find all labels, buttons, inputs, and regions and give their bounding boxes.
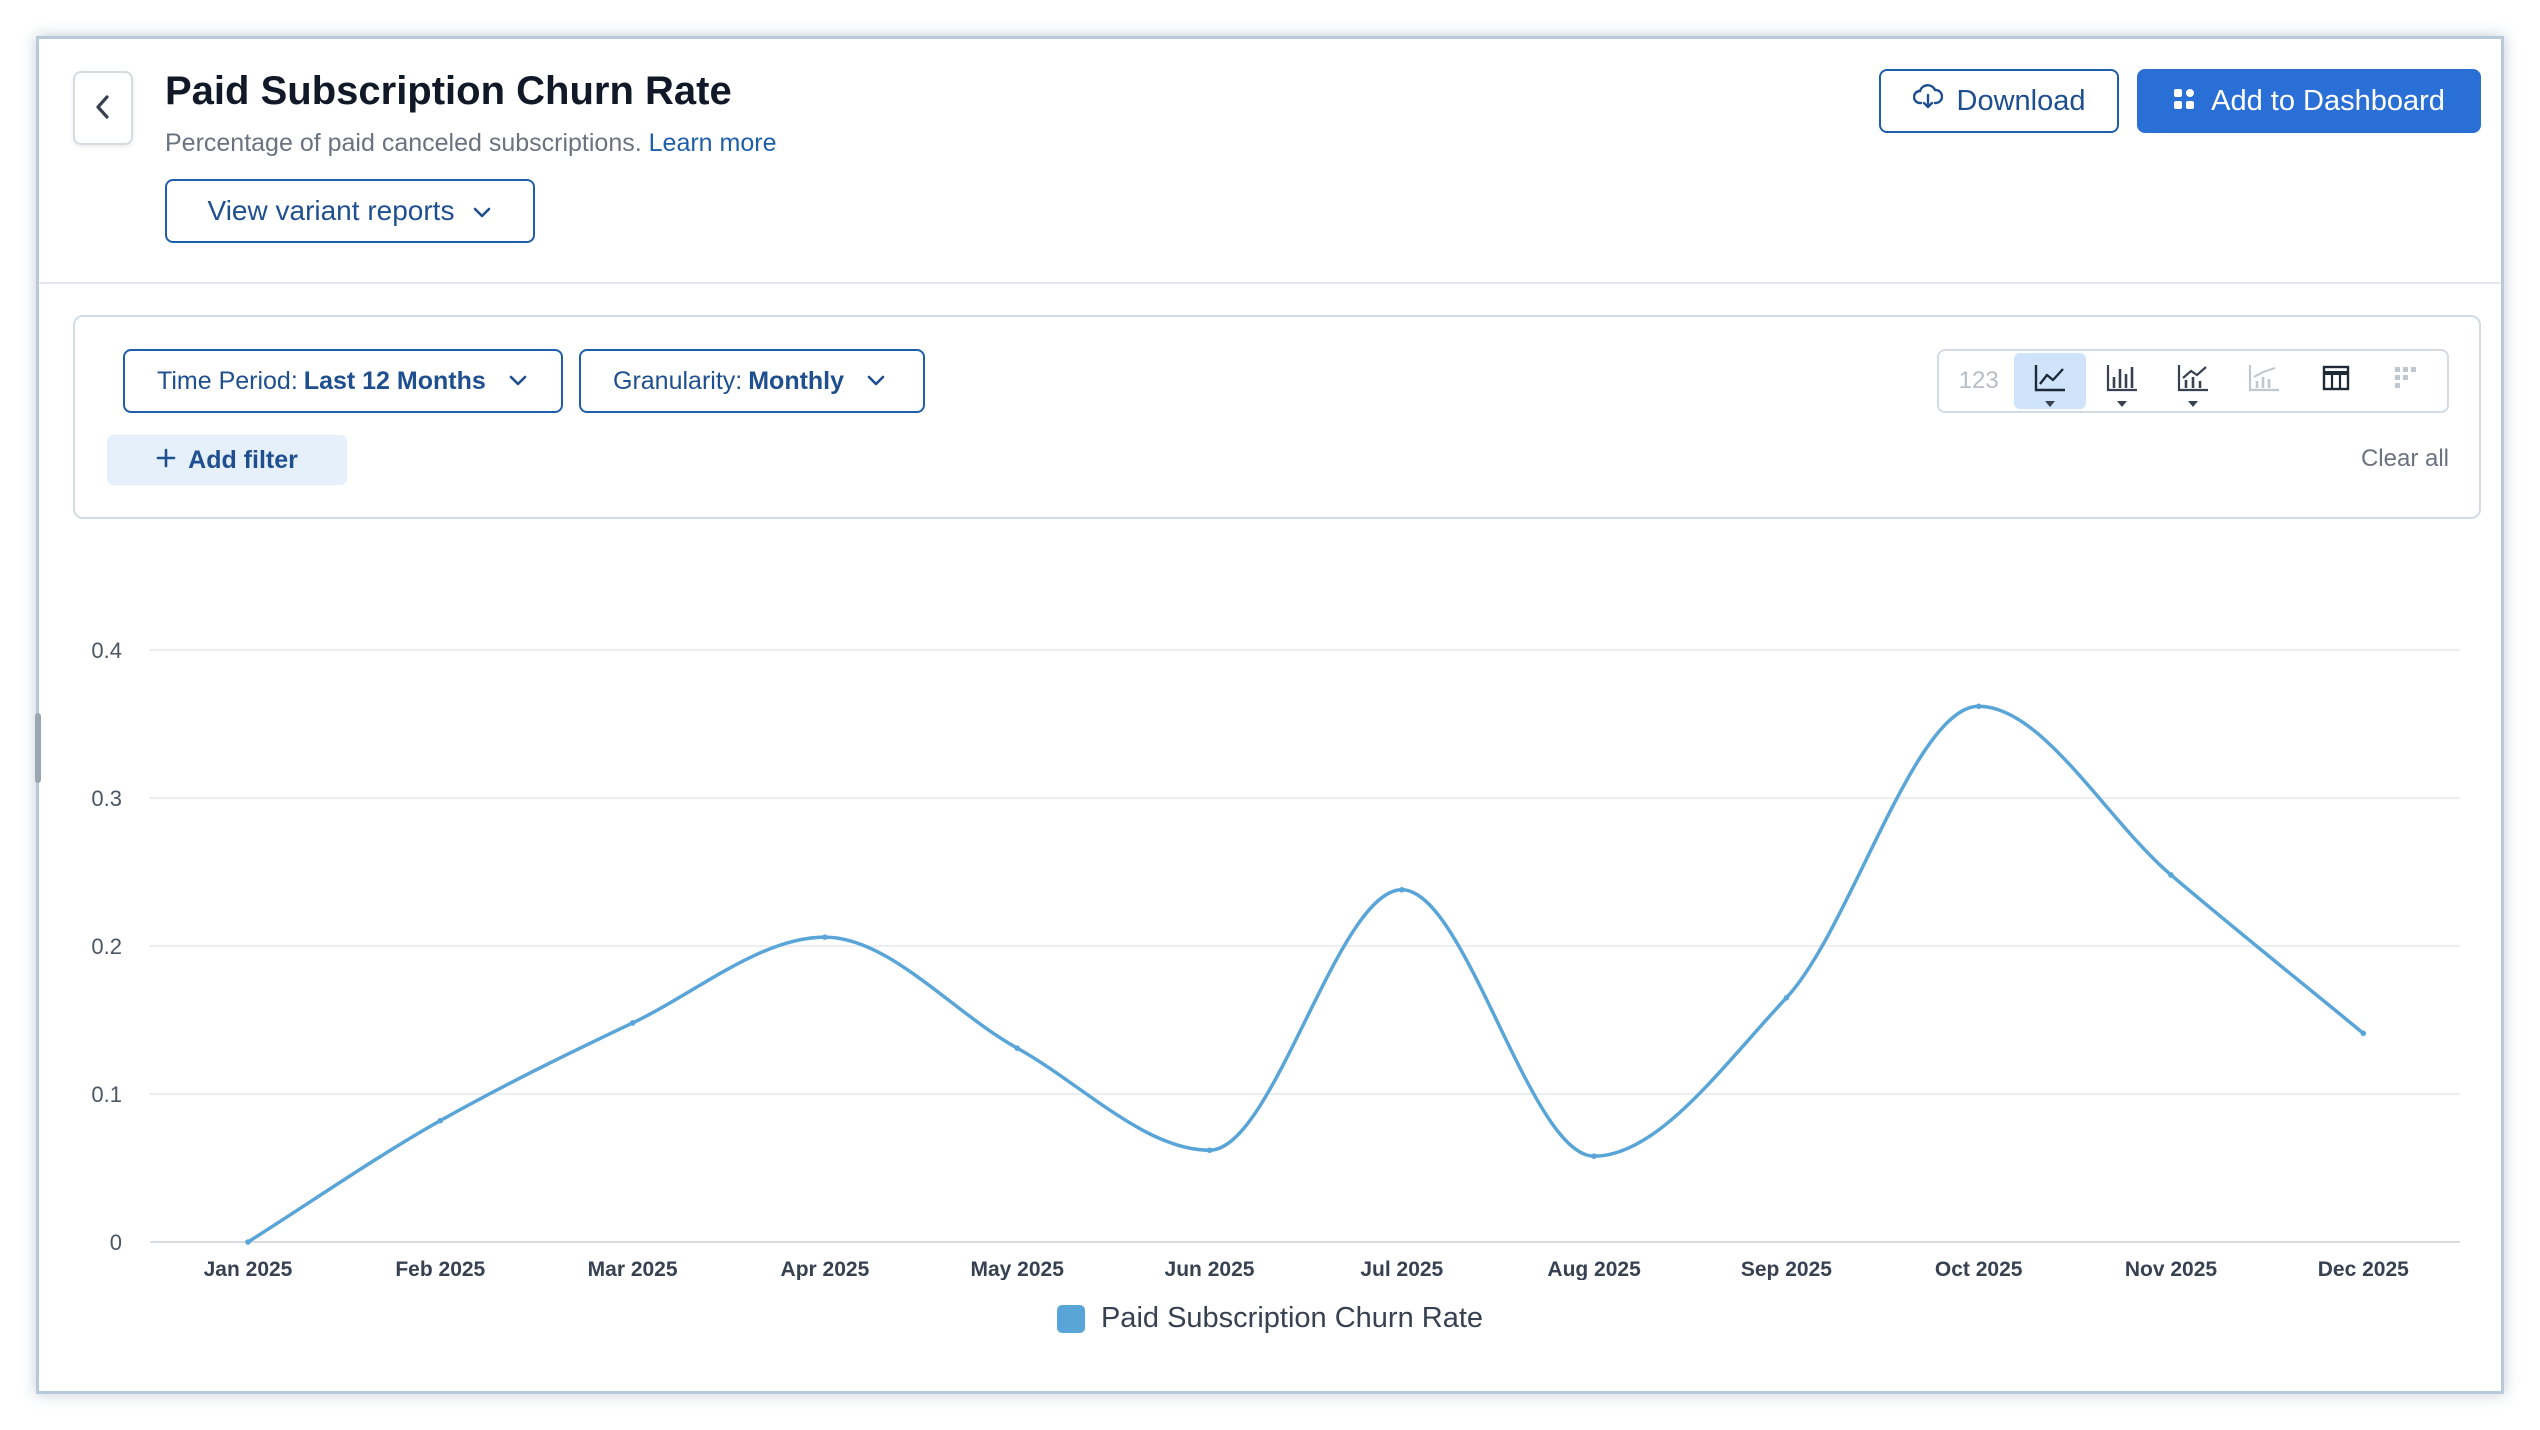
x-tick-label: Apr 2025 <box>781 1258 870 1280</box>
page-title: Paid Subscription Churn Rate <box>165 69 732 113</box>
cloud-download-icon <box>1912 84 1943 118</box>
data-point[interactable] <box>629 1020 636 1026</box>
add-to-dashboard-button[interactable]: Add to Dashboard <box>2137 69 2481 133</box>
heatmap-icon <box>2392 363 2422 400</box>
download-button[interactable]: Download <box>1879 69 2119 133</box>
bar-chart-button[interactable] <box>2086 353 2157 409</box>
y-tick-label: 0.1 <box>91 1082 122 1107</box>
legend-swatch <box>1056 1304 1085 1333</box>
data-point[interactable] <box>1206 1147 1213 1154</box>
data-point[interactable] <box>2168 872 2174 878</box>
x-tick-label: Dec 2025 <box>2318 1258 2409 1280</box>
plus-icon <box>156 446 176 475</box>
churn-line-chart: 0 0.1 0.2 0.3 0.4 Jan 2025 Feb 2025 Mar 2025 Ap… <box>91 638 2460 1280</box>
number-view-label: 123 <box>1958 367 1999 394</box>
series-points <box>245 703 2367 1245</box>
chevron-down-icon <box>472 195 492 227</box>
legend-label[interactable]: Paid Subscription Churn Rate <box>1100 1302 1484 1334</box>
line-chart-icon <box>2033 363 2067 400</box>
caret-down-icon <box>2187 401 2198 407</box>
y-tick-label: 0.2 <box>91 934 122 959</box>
data-point[interactable] <box>1783 995 1790 1001</box>
combo-chart-button[interactable] <box>2157 353 2228 409</box>
x-tick-label: Jul 2025 <box>1360 1258 1443 1280</box>
number-view-button[interactable]: 123 <box>1943 353 2014 409</box>
combo-chart-icon <box>2176 363 2210 400</box>
table-view-button[interactable] <box>2300 353 2371 409</box>
subtitle-text: Percentage of paid canceled subscription… <box>165 129 642 157</box>
y-tick-label: 0.4 <box>91 638 122 663</box>
add-filter-label: Add filter <box>188 445 298 474</box>
x-axis-labels: Jan 2025 Feb 2025 Mar 2025 Apr 2025 May 2025… <box>204 1258 2410 1280</box>
caret-down-icon <box>2116 401 2127 407</box>
time-period-label: Time Period: <box>157 366 298 395</box>
granularity-label: Granularity: <box>613 366 743 395</box>
filter-panel: Time Period: Last 12 Months Granularity:… <box>73 315 2481 519</box>
data-point[interactable] <box>1399 886 1405 893</box>
chart-legend: Paid Subscription Churn Rate <box>0 1302 2540 1335</box>
clear-all-link[interactable]: Clear all <box>2360 445 2449 472</box>
x-tick-label: Aug 2025 <box>1547 1258 1641 1280</box>
heatmap-view-button[interactable] <box>2372 353 2443 409</box>
learn-more-link[interactable]: Learn more <box>648 129 777 157</box>
download-label: Download <box>1956 84 2086 117</box>
data-point[interactable] <box>1975 703 1982 710</box>
line-chart-button[interactable] <box>2014 353 2086 409</box>
view-variant-reports-button[interactable]: View variant reports <box>165 179 535 243</box>
chevron-left-icon <box>92 92 114 125</box>
series-line-churn-rate <box>246 704 2366 1244</box>
data-point[interactable] <box>822 934 828 940</box>
stacked-chart-icon <box>2247 363 2281 400</box>
visualization-toolbar: 123 <box>1937 349 2449 413</box>
x-tick-label: Sep 2025 <box>1741 1258 1832 1280</box>
resize-handle[interactable] <box>35 713 41 783</box>
y-axis-labels: 0 0.1 0.2 0.3 0.4 <box>91 638 122 1255</box>
granularity-dropdown[interactable]: Granularity: Monthly <box>579 349 925 413</box>
x-tick-label: Jun 2025 <box>1165 1258 1255 1280</box>
x-tick-label: Jan 2025 <box>204 1258 293 1280</box>
page-subtitle: Percentage of paid canceled subscription… <box>165 129 777 158</box>
x-tick-label: Nov 2025 <box>2125 1258 2218 1280</box>
x-tick-label: May 2025 <box>970 1258 1064 1280</box>
add-filter-button[interactable]: Add filter <box>107 435 347 485</box>
granularity-value: Monthly <box>748 366 845 395</box>
stacked-chart-button[interactable] <box>2229 353 2300 409</box>
x-tick-label: Feb 2025 <box>395 1258 485 1280</box>
data-point[interactable] <box>437 1117 444 1124</box>
back-button[interactable] <box>73 71 133 145</box>
caret-down-icon <box>2045 401 2056 407</box>
dashboard-grid-icon <box>2173 85 2195 118</box>
time-period-value: Last 12 Months <box>303 366 486 395</box>
data-point[interactable] <box>1591 1153 1597 1159</box>
x-tick-label: Mar 2025 <box>588 1258 678 1280</box>
data-point[interactable] <box>245 1239 251 1245</box>
y-tick-label: 0.3 <box>91 786 122 811</box>
bar-chart-icon <box>2105 363 2139 400</box>
dashboard-label: Add to Dashboard <box>2211 84 2445 117</box>
y-tick-label: 0 <box>110 1230 122 1255</box>
header-divider <box>39 282 2501 284</box>
chevron-down-icon <box>508 374 528 388</box>
time-period-dropdown[interactable]: Time Period: Last 12 Months <box>123 349 563 413</box>
x-tick-label: Oct 2025 <box>1935 1258 2023 1280</box>
data-point[interactable] <box>2360 1030 2367 1037</box>
chevron-down-icon <box>866 374 886 388</box>
table-icon <box>2321 363 2351 400</box>
variant-button-label: View variant reports <box>207 195 455 226</box>
y-gridlines <box>150 649 2460 1243</box>
data-point[interactable] <box>1014 1045 1020 1051</box>
report-window: Paid Subscription Churn Rate Percentage … <box>35 36 2504 1394</box>
